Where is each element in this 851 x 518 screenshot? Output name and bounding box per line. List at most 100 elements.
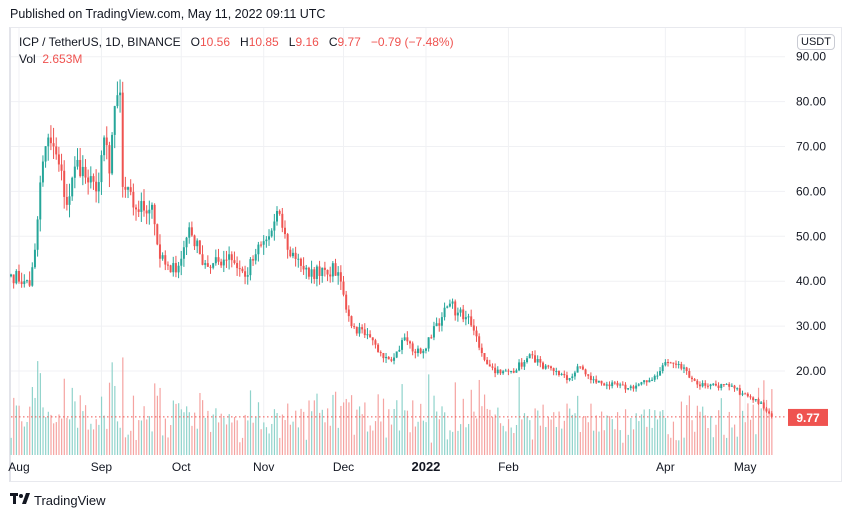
volume-value: 2.653M — [42, 52, 83, 66]
volume-bar — [704, 415, 706, 455]
volume-bar — [712, 437, 714, 455]
candle-body — [334, 263, 337, 276]
volume-bar — [420, 403, 422, 455]
volume-bar — [279, 437, 281, 455]
candle-body — [212, 263, 215, 268]
volume-bar — [441, 406, 443, 455]
volume-bar — [353, 434, 355, 455]
candle-body — [664, 362, 667, 366]
candle-body — [677, 363, 680, 365]
candle-body — [374, 340, 377, 345]
volume-bar — [515, 424, 518, 455]
volume-bar — [507, 419, 510, 455]
candle-body — [528, 354, 531, 359]
candle-body — [17, 270, 20, 282]
volume-bar — [414, 426, 417, 455]
candle-body — [526, 358, 529, 363]
candle-body — [323, 267, 326, 270]
tradingview-brand[interactable]: TradingView — [10, 493, 106, 508]
volume-bar — [672, 421, 675, 455]
volume-bar — [79, 395, 81, 455]
candle-body — [196, 240, 199, 247]
volume-bar — [422, 420, 424, 455]
volume-bar — [491, 417, 494, 455]
candle-body — [222, 259, 225, 266]
volume-bar — [686, 405, 688, 455]
candle-body — [220, 261, 223, 266]
candle-body — [741, 393, 744, 395]
candle-body — [656, 375, 659, 377]
candle-body — [472, 325, 475, 331]
time-tick-label: Apr — [656, 460, 675, 474]
volume-bar — [539, 425, 542, 455]
volume-bar — [523, 413, 526, 455]
volume-bar — [667, 434, 669, 455]
candle-body — [685, 367, 688, 371]
volume-bar — [752, 404, 754, 455]
candle-body — [635, 385, 638, 389]
volume-bar — [678, 440, 680, 455]
volume-bar — [569, 408, 571, 455]
last-price-badge — [788, 408, 828, 426]
candle-body — [403, 337, 406, 341]
volume-bar — [646, 426, 648, 455]
volume-bar — [231, 422, 233, 455]
candle-body — [214, 257, 217, 264]
open-value: 10.56 — [199, 35, 231, 49]
candle-body — [369, 334, 372, 338]
candle-body — [124, 186, 127, 190]
price-tick-label: 60.00 — [796, 184, 826, 198]
volume-bar — [217, 422, 220, 455]
volume-bar — [460, 424, 462, 455]
volume-bar — [255, 416, 257, 455]
volume-bar — [194, 412, 196, 455]
volume-bar — [606, 415, 608, 455]
volume-bar — [521, 419, 523, 455]
volume-bar — [502, 425, 504, 455]
volume-bar — [577, 395, 579, 455]
volume-bar — [635, 413, 637, 455]
candle-body — [680, 363, 683, 369]
time-tick-label: Oct — [172, 460, 191, 474]
candle-body — [504, 370, 507, 372]
volume-bar — [398, 430, 401, 455]
volume-bar — [683, 437, 685, 455]
volume-bar — [164, 418, 166, 455]
volume-bar — [212, 414, 214, 455]
candle-body — [534, 355, 537, 363]
volume-bar — [108, 382, 111, 455]
volume-bar — [768, 407, 770, 455]
candle-body — [307, 267, 310, 277]
currency-button[interactable]: USDT — [797, 34, 835, 50]
candle-body — [103, 137, 106, 156]
volume-bar — [66, 417, 68, 455]
candle-body — [204, 263, 207, 265]
candle-body — [395, 351, 398, 358]
candle-body — [576, 366, 579, 373]
candle-body — [233, 260, 236, 263]
candle-body — [119, 92, 122, 96]
candle-body — [757, 399, 760, 404]
candle-body — [145, 210, 148, 214]
volume-bar — [590, 403, 592, 455]
candle-body — [440, 317, 443, 326]
candle-body — [430, 337, 433, 339]
volume-bar — [92, 429, 95, 455]
candle-body — [182, 247, 185, 259]
candle-body — [254, 254, 257, 261]
volume-bar — [593, 430, 595, 455]
candle-body — [41, 161, 44, 183]
volume-bar — [688, 395, 690, 455]
volume-bar — [428, 374, 430, 455]
volume-bar — [558, 411, 560, 455]
candle-body — [129, 187, 132, 192]
volume-bar — [457, 430, 459, 455]
candle-body — [592, 379, 595, 381]
candle-body — [645, 380, 648, 383]
volume-bar — [720, 398, 722, 455]
volume-bar — [84, 405, 87, 455]
candle-body — [81, 166, 84, 177]
volume-bar — [50, 414, 52, 455]
candle-body — [507, 370, 510, 372]
